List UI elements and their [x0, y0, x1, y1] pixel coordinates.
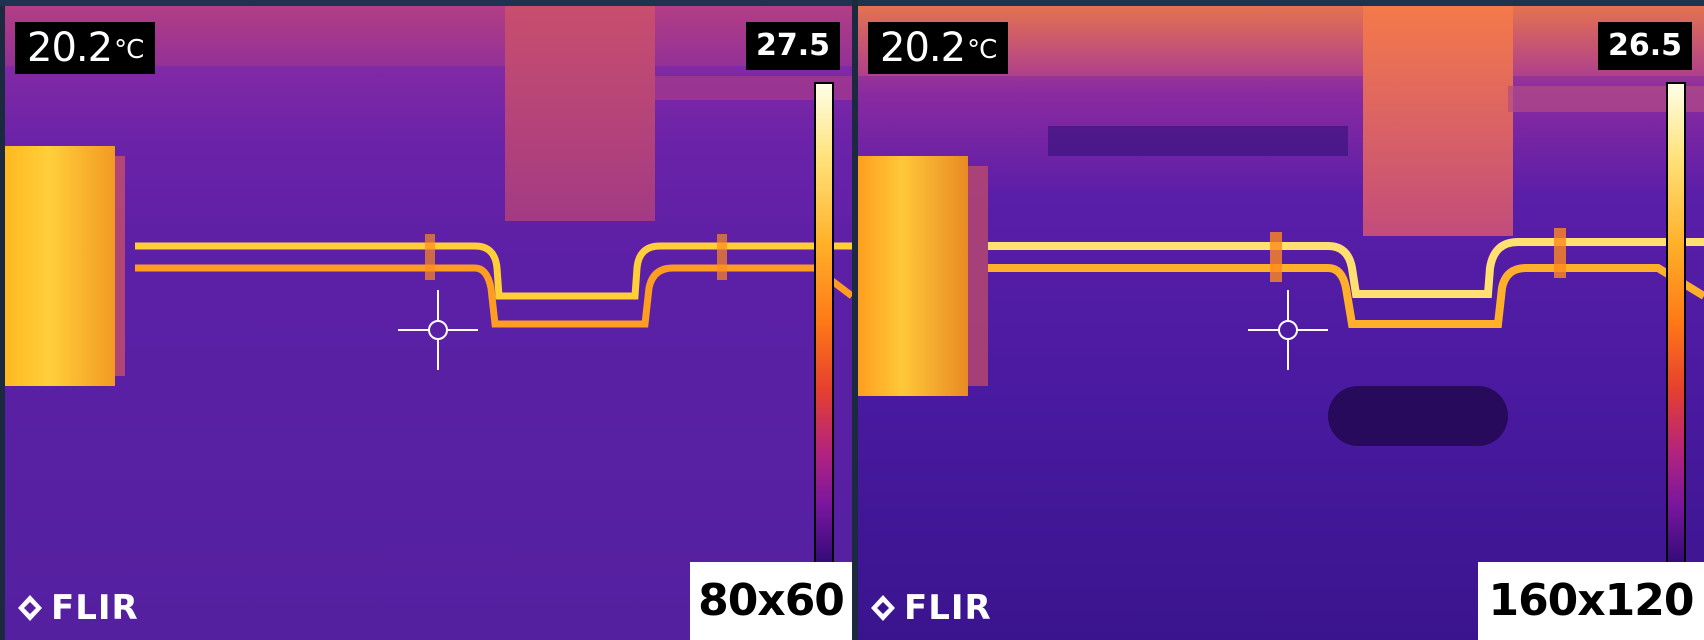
color-scale-bar [1666, 82, 1686, 612]
spot-temperature-unit: °C [967, 35, 996, 65]
crosshair-icon [1248, 290, 1328, 370]
spot-temperature-unit: °C [114, 35, 143, 65]
resolution-label: 160x120 [1478, 562, 1704, 640]
thermal-image-160x120: 20.2°C 26.5 FLIR 160x120 [858, 6, 1704, 640]
spot-temperature-value: 20.2 [27, 25, 112, 71]
flir-logo-icon [15, 593, 45, 623]
brand-label: FLIR [904, 588, 992, 628]
flir-logo: FLIR [15, 588, 139, 628]
spot-temperature: 20.2°C [868, 22, 1008, 74]
scale-max-value: 26.5 [1598, 22, 1692, 70]
resolution-label: 80x60 [690, 562, 852, 640]
flir-logo: FLIR [868, 588, 992, 628]
scale-max-value: 27.5 [746, 22, 840, 70]
brand-label: FLIR [51, 588, 139, 628]
thermal-image-80x60: 20.2°C 27.5 FLIR 80x60 [5, 6, 852, 640]
flir-logo-icon [868, 593, 898, 623]
crosshair-icon [398, 290, 478, 370]
spot-temperature-value: 20.2 [880, 25, 965, 71]
color-scale-bar [814, 82, 834, 612]
spot-temperature: 20.2°C [15, 22, 155, 74]
